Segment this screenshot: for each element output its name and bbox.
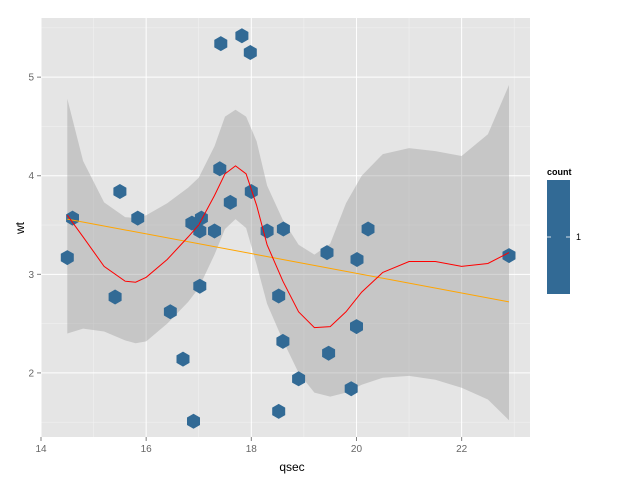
hexbin-cell — [214, 36, 228, 52]
hexbin-layer — [60, 28, 516, 429]
loess-confidence-band — [67, 85, 510, 421]
hexbin-cell — [60, 250, 74, 266]
hexbin-cell — [350, 319, 363, 335]
hexbin-cell — [361, 221, 375, 237]
y-tick-label: 4 — [28, 171, 34, 182]
hexbin-cell — [320, 245, 334, 261]
hexbin-cell — [66, 210, 79, 226]
hexbin-cell — [502, 248, 516, 264]
hexbin-cell — [344, 381, 358, 397]
hexbin-cell — [223, 194, 237, 210]
y-axis-title: wt — [13, 221, 27, 235]
loess-fit-line — [66, 165, 510, 329]
y-axis: 2 3 4 5 — [28, 73, 41, 379]
hexbin-cell — [193, 278, 207, 294]
legend-colorbar — [547, 180, 570, 294]
y-tick-label: 3 — [28, 270, 34, 281]
legend-label: 1 — [576, 232, 581, 242]
hexbin-cell — [244, 184, 258, 199]
x-tick-label: 20 — [351, 444, 363, 455]
x-axis-title: qsec — [279, 460, 304, 474]
hexbin-cell — [208, 223, 221, 239]
linear-fit-line — [67, 218, 510, 303]
x-axis: 14 16 18 20 22 — [35, 437, 468, 455]
x-tick-label: 18 — [246, 444, 258, 455]
y-tick-label: 5 — [28, 73, 34, 84]
hexbin-cell — [276, 221, 290, 237]
hexbin-cell — [235, 28, 249, 44]
grid-major — [40, 18, 530, 437]
hexbin-cell — [163, 304, 177, 320]
hexbin-cell — [187, 413, 200, 429]
hexbin-cell — [322, 345, 336, 361]
hexbin-cell — [213, 161, 227, 177]
hexbin-cell — [243, 45, 257, 60]
y-tick-label: 2 — [28, 368, 34, 379]
x-tick-label: 14 — [35, 444, 47, 455]
hexbin-cell — [176, 351, 190, 367]
hexbin-cell — [260, 223, 274, 239]
hexbin-cell — [272, 288, 286, 304]
hexbin-cell — [272, 403, 286, 419]
hexbin-cell — [108, 289, 122, 305]
hexbin-cell — [113, 184, 127, 199]
hexbin-cell — [276, 333, 290, 349]
legend: count 1 — [547, 167, 581, 294]
legend-title: count — [547, 167, 572, 177]
x-tick-label: 16 — [141, 444, 153, 455]
hexbin-cell — [292, 371, 306, 387]
x-tick-label: 22 — [456, 444, 468, 455]
hexbin-cell — [350, 252, 364, 267]
hexbin-cell — [131, 210, 145, 226]
